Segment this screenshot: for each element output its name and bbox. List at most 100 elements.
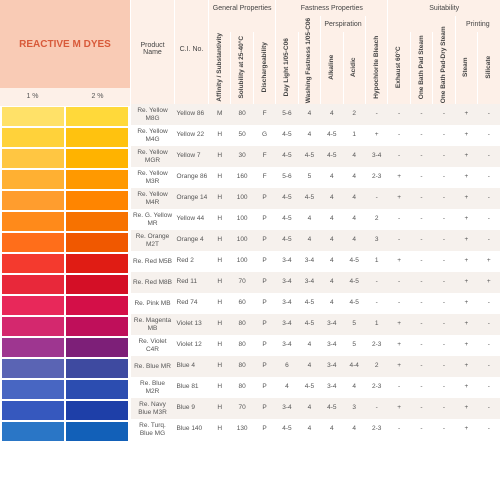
value-cell: 4 [298,335,320,356]
value-cell: - [478,314,500,335]
value-cell: - [410,314,432,335]
value-cell: P [253,377,275,398]
color-swatch [2,401,64,420]
ci-no: Orange 86 [175,167,209,188]
value-cell: - [388,419,410,440]
product-name: Re. G. Yellow MR [131,209,175,230]
value-cell: 5 [298,167,320,188]
swatch-row [0,190,130,211]
value-cell: 3 [343,398,365,419]
color-swatch [2,170,64,189]
value-cell: + [455,356,477,377]
value-cell: 4-5 [298,314,320,335]
value-cell: - [433,125,455,146]
value-cell: 4-5 [321,398,343,419]
table-row: Re. Violet C4RViolet 12H80P3-443-452-3+-… [131,335,500,356]
value-cell: 3-4 [276,272,298,293]
value-cell: - [433,230,455,251]
value-cell: - [365,272,387,293]
swatch-row [0,358,130,379]
table-row: Re. Orange M2TOrange 4H100P4-54443---+- [131,230,500,251]
pct-1: 1 % [0,88,65,106]
color-swatch [2,317,64,336]
value-cell: + [388,188,410,209]
value-cell: 4 [321,188,343,209]
value-cell: - [433,314,455,335]
value-cell: 80 [231,356,253,377]
value-cell: 5-6 [276,167,298,188]
value-cell: + [455,209,477,230]
value-cell: - [410,251,432,272]
product-name: Re. Yellow MGR [131,146,175,167]
value-cell: 4-5 [321,125,343,146]
value-cell: 50 [231,125,253,146]
value-cell: P [253,251,275,272]
color-swatch [66,380,128,399]
value-cell: 4 [321,104,343,125]
value-cell: 2-3 [365,335,387,356]
color-swatch [2,296,64,315]
table-row: Re. Yellow M8GYellow 86M80F5-6442----+- [131,104,500,125]
color-swatch [66,191,128,210]
swatch-row [0,295,130,316]
ci-no: Blue 4 [175,356,209,377]
value-cell: - [410,272,432,293]
title: REACTIVE M DYES [0,0,130,88]
color-swatch [66,107,128,126]
pct-header: 1 % 2 % [0,88,130,106]
value-cell: 1 [365,314,387,335]
value-cell: + [455,125,477,146]
pct-2: 2 % [65,88,130,106]
value-cell: H [209,230,231,251]
value-cell: 80 [231,104,253,125]
ci-no: Blue 140 [175,419,209,440]
value-cell: 3-4 [276,293,298,314]
value-cell: 2-3 [365,419,387,440]
value-cell: 4 [343,419,365,440]
value-cell: + [388,356,410,377]
color-swatch [66,149,128,168]
value-cell: 4 [321,230,343,251]
value-cell: + [455,377,477,398]
product-name: Re. Navy Blue M3R [131,398,175,419]
value-cell: + [455,188,477,209]
value-cell: - [433,335,455,356]
subgroup-printing: Printing [455,16,500,32]
value-cell: - [410,377,432,398]
ci-header: C.I. No. [175,0,209,104]
product-name: Re. Red M5B [131,251,175,272]
value-cell: 4 [298,104,320,125]
ci-no: Blue 9 [175,398,209,419]
value-cell: - [410,146,432,167]
product-name: Re. Turq. Blue MG [131,419,175,440]
color-swatch [66,212,128,231]
product-name: Re. Orange M2T [131,230,175,251]
value-cell: P [253,188,275,209]
ci-no: Yellow 44 [175,209,209,230]
value-cell: + [365,125,387,146]
value-cell: 2-3 [365,167,387,188]
color-swatch [2,338,64,357]
table-row: Re. Blue MRBlue 4H80P643-44-42+--+- [131,356,500,377]
value-cell: - [365,293,387,314]
value-cell: 4 [321,251,343,272]
ci-no: Red 11 [175,272,209,293]
value-cell: - [365,398,387,419]
value-cell: 2 [365,209,387,230]
value-cell: - [478,125,500,146]
col-header: Dischargeability [253,32,275,104]
value-cell: P [253,293,275,314]
value-cell: - [433,167,455,188]
value-cell: 4 [343,167,365,188]
swatch-panel: REACTIVE M DYES 1 % 2 % [0,0,130,442]
ci-no: Red 2 [175,251,209,272]
value-cell: P [253,419,275,440]
value-cell: - [410,419,432,440]
value-cell: 4-5 [276,419,298,440]
product-name-header: Product Name [131,0,175,104]
value-cell: - [410,188,432,209]
value-cell: - [478,230,500,251]
value-cell: + [455,335,477,356]
color-swatch [2,380,64,399]
value-cell: 100 [231,230,253,251]
